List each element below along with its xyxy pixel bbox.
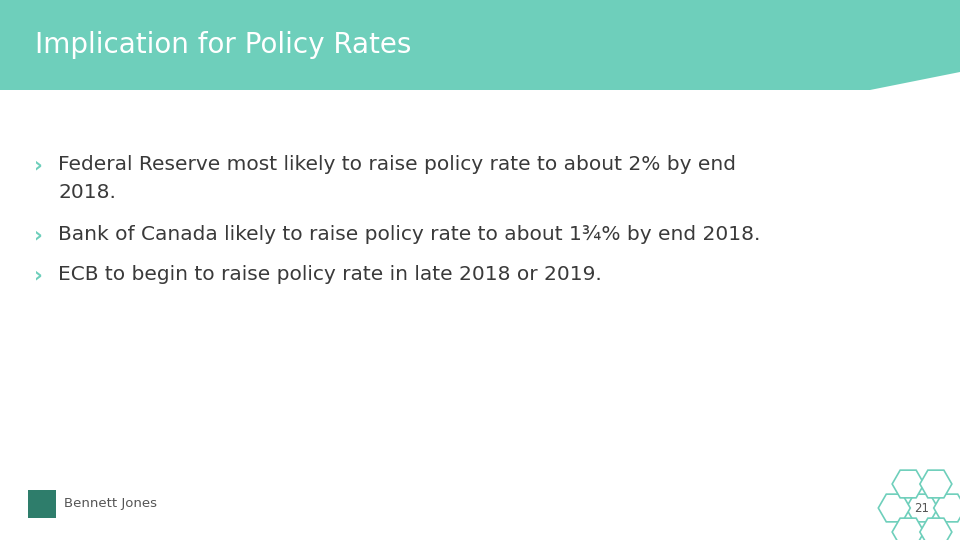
Polygon shape [920,518,952,540]
Polygon shape [892,470,924,498]
Polygon shape [0,0,960,90]
Text: ›: › [34,225,42,245]
Polygon shape [934,494,960,522]
Text: Bank of Canada likely to raise policy rate to about 1¾% by end 2018.: Bank of Canada likely to raise policy ra… [58,226,760,245]
Polygon shape [920,470,952,498]
Polygon shape [892,518,924,540]
Text: ECB to begin to raise policy rate in late 2018 or 2019.: ECB to begin to raise policy rate in lat… [58,266,602,285]
Polygon shape [878,494,910,522]
Text: ›: › [34,155,42,175]
Text: Implication for Policy Rates: Implication for Policy Rates [35,31,412,59]
Text: ›: › [34,265,42,285]
Text: Bennett Jones: Bennett Jones [64,497,157,510]
FancyBboxPatch shape [28,490,56,518]
Polygon shape [870,72,960,90]
Text: Federal Reserve most likely to raise policy rate to about 2% by end: Federal Reserve most likely to raise pol… [58,156,736,174]
Text: 21: 21 [915,502,929,515]
Polygon shape [906,494,938,522]
Text: 2018.: 2018. [58,183,116,201]
